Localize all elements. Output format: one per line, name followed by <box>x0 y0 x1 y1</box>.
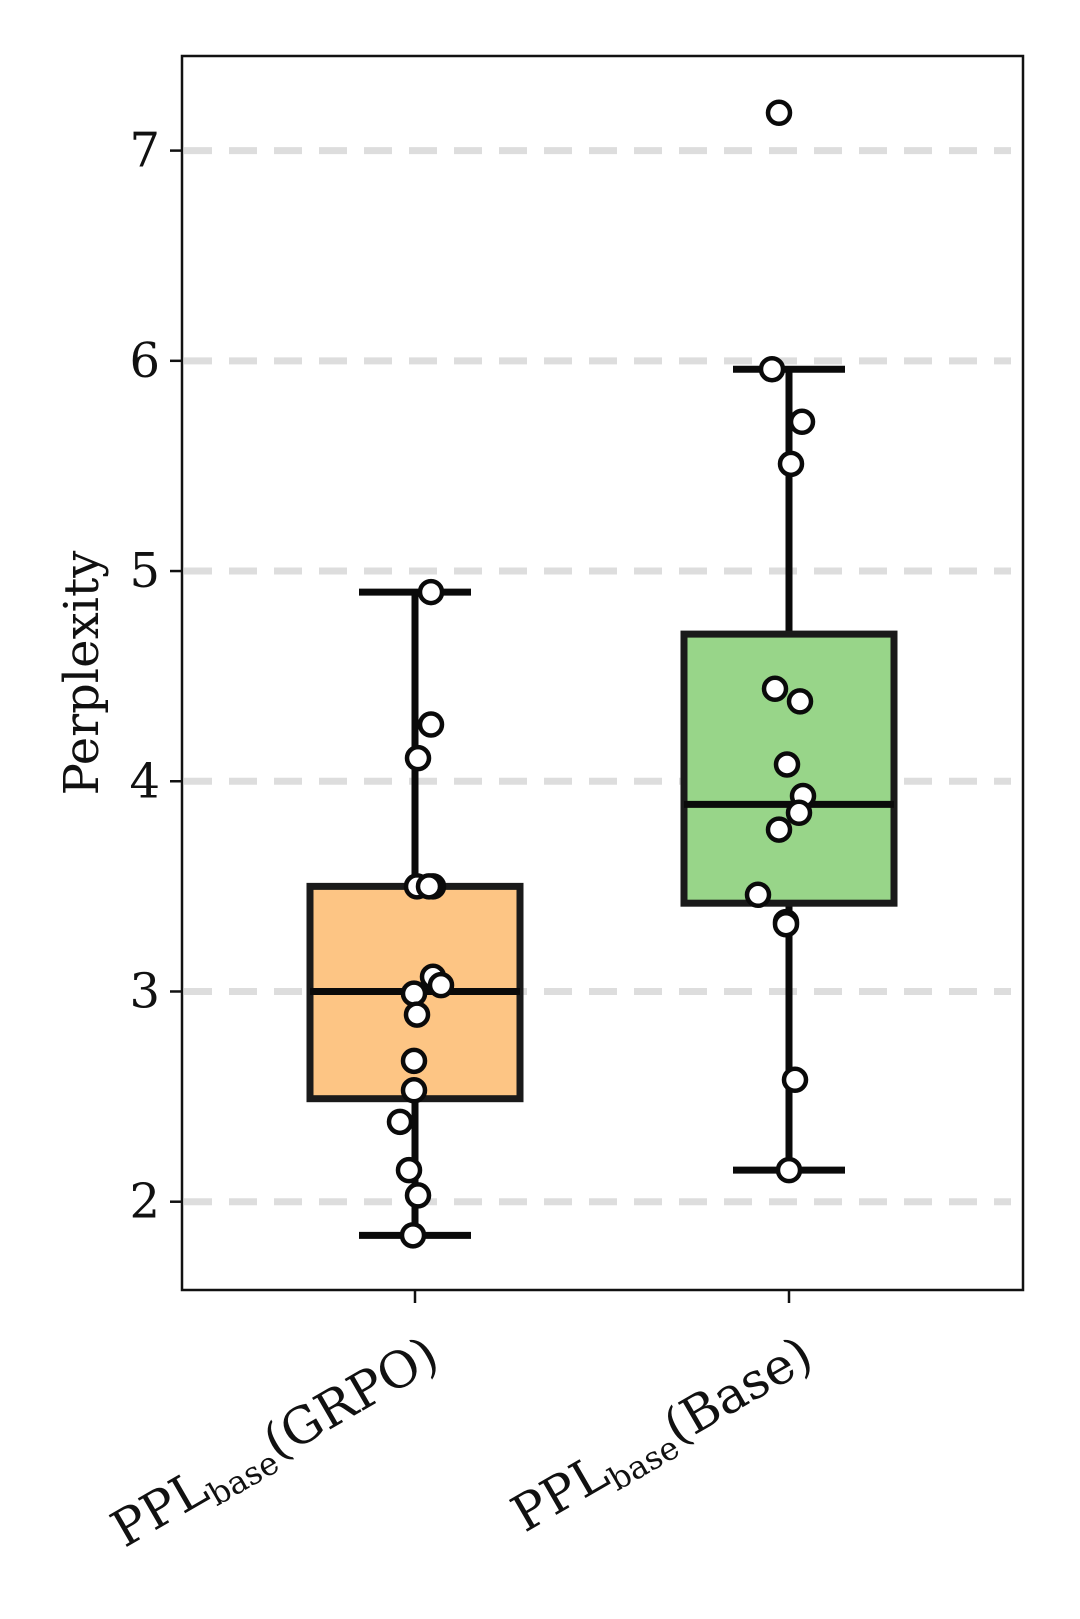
y-tick-label: 7 <box>129 123 160 179</box>
category-label-main: PPL <box>101 1458 217 1558</box>
y-tick-label: 4 <box>129 753 160 809</box>
category-label: PPLbase(Base) <box>502 1325 825 1549</box>
y-tick-label: 5 <box>129 543 160 599</box>
data-point <box>404 1182 432 1209</box>
data-point <box>400 1047 428 1075</box>
data-point <box>765 99 793 127</box>
category-label-main: PPL <box>502 1443 618 1543</box>
data-point <box>777 450 805 478</box>
data-point <box>761 675 789 703</box>
data-point <box>400 1077 428 1104</box>
data-point <box>773 751 801 778</box>
category-label-tail: (GRPO) <box>253 1325 448 1471</box>
data-point <box>785 799 813 827</box>
y-tick-label: 6 <box>129 333 160 389</box>
y-tick-label: 2 <box>129 1174 160 1230</box>
data-point <box>758 355 786 383</box>
category-label: PPLbase(GRPO) <box>101 1325 451 1564</box>
data-point <box>427 971 455 999</box>
plot-frame <box>180 54 1025 1292</box>
data-point <box>386 1108 414 1136</box>
x-tick-label: PPLbase(Base) <box>502 1325 825 1549</box>
data-point <box>404 744 432 772</box>
category-label-tail: (Base) <box>654 1325 822 1456</box>
y-tick-label: 3 <box>129 963 160 1019</box>
data-point <box>415 873 443 900</box>
data-point <box>788 408 816 436</box>
data-point <box>744 881 772 909</box>
data-point <box>775 1156 803 1184</box>
data-point <box>417 578 445 606</box>
data-point <box>786 688 814 715</box>
y-axis-label: Perplexity <box>54 551 110 796</box>
data-point <box>400 980 428 1007</box>
data-point <box>765 816 793 843</box>
data-point <box>403 1001 431 1028</box>
data-point <box>395 1156 423 1184</box>
data-point <box>781 1066 809 1094</box>
x-tick-label: PPLbase(GRPO) <box>101 1325 451 1564</box>
data-point <box>399 1222 427 1249</box>
data-point <box>772 910 800 938</box>
data-point <box>417 711 445 738</box>
